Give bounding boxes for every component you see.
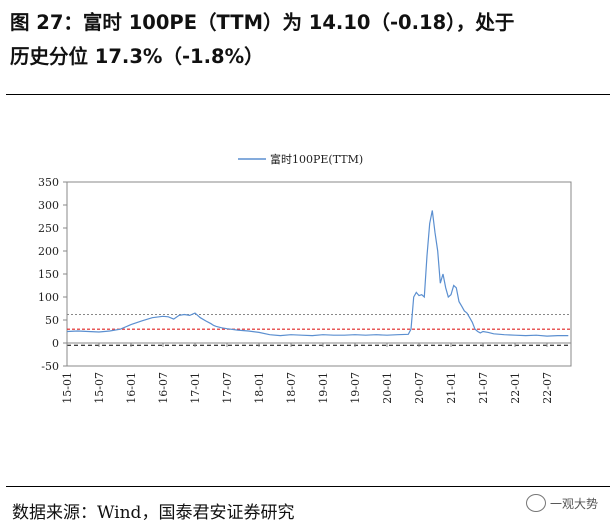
x-tick-label: 15-07: [93, 372, 106, 404]
x-tick-label: 19-01: [317, 372, 330, 404]
watermark: 一观大势: [525, 494, 598, 512]
y-tick-label: 200: [38, 245, 59, 258]
x-tick-label: 21-07: [477, 372, 490, 404]
x-tick-label: 22-07: [541, 372, 554, 404]
data-source: 数据来源：Wind，国泰君安证券研究: [12, 503, 295, 523]
series-line: [66, 210, 569, 337]
x-tick-label: 16-07: [157, 372, 170, 404]
y-tick-label: 250: [38, 222, 59, 235]
x-tick-label: 18-07: [285, 372, 298, 404]
x-tick-label: 22-01: [509, 372, 522, 404]
wechat-icon: [525, 494, 546, 512]
top-divider: [6, 94, 610, 95]
y-tick-label: 0: [52, 337, 59, 350]
x-tick-label: 21-01: [445, 372, 458, 404]
plot-frame: [66, 181, 572, 367]
chart-title: 图 27：富时 100PE（TTM）为 14.10（-0.18），处于 历史分位…: [10, 6, 610, 74]
y-tick-label: 300: [38, 199, 59, 212]
y-tick-label: 350: [38, 176, 59, 189]
pe-chart: 富时100PE(TTM) 350 300 250 200 150 100 50 0 -50 15…: [38, 152, 572, 404]
x-tick-label: 18-01: [253, 372, 266, 404]
x-tick-label: 19-07: [349, 372, 362, 404]
y-tick-label: -50: [41, 360, 59, 373]
chart-title-line1: 图 27：富时 100PE（TTM）为 14.10（-0.18），处于: [10, 11, 515, 34]
watermark-text: 一观大势: [549, 496, 598, 511]
y-tick-label: 150: [38, 268, 59, 281]
x-tick-label: 17-07: [221, 372, 234, 404]
x-tick-label: 20-01: [381, 372, 394, 404]
chart-title-line2: 历史分位 17.3%（-1.8%）: [10, 45, 264, 68]
y-tick-label: 100: [38, 291, 59, 304]
x-tick-label: 16-01: [125, 372, 138, 404]
x-tick-label: 15-01: [61, 372, 74, 404]
y-tick-label: 50: [45, 314, 59, 327]
x-tick-label: 17-01: [189, 372, 202, 404]
bottom-divider: [6, 486, 610, 487]
x-tick-label: 20-07: [413, 372, 426, 404]
legend-label: 富时100PE(TTM): [270, 152, 363, 166]
